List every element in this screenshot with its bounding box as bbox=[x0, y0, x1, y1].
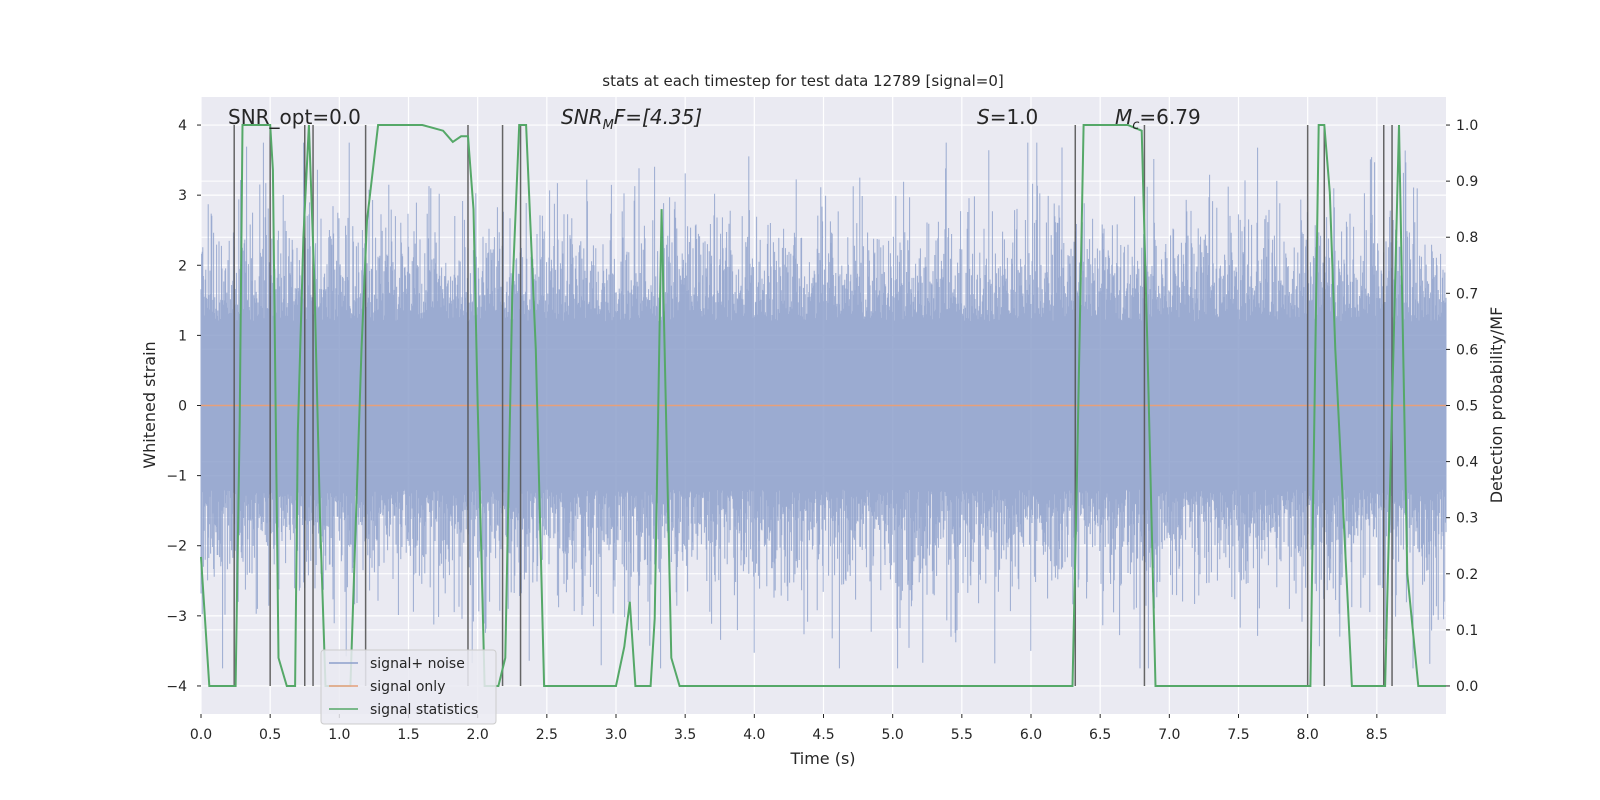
y-left-tick-label: −4 bbox=[166, 679, 187, 695]
snr-opt-annotation: SNR_opt=0.0 bbox=[228, 105, 361, 129]
vertical-markers bbox=[233, 125, 1393, 686]
x-tick-label: 7.0 bbox=[1158, 727, 1180, 743]
x-tick-label: 7.5 bbox=[1227, 727, 1249, 743]
x-tick-label: 1.5 bbox=[397, 727, 419, 743]
x-tick-label: 5.5 bbox=[951, 727, 973, 743]
s-annotation: S=1.0 bbox=[977, 105, 1038, 129]
x-axis-label: Time (s) bbox=[789, 749, 855, 768]
legend-label-signal-noise: signal+ noise bbox=[370, 656, 465, 672]
x-tick-label: 2.5 bbox=[536, 727, 558, 743]
y-right-tick-label: 1.0 bbox=[1456, 118, 1478, 134]
y-right-tick-label: 0.5 bbox=[1456, 399, 1478, 415]
y-left-tick-label: 4 bbox=[178, 118, 187, 134]
left-y-axis-ticks: −4 −3 −2 −1 0 1 2 3 4 bbox=[166, 118, 201, 695]
x-tick-label: 2.0 bbox=[467, 727, 489, 743]
x-tick-label: 8.5 bbox=[1366, 727, 1388, 743]
plot-area bbox=[200, 97, 1447, 714]
y-left-tick-label: 0 bbox=[178, 399, 187, 415]
y-left-tick-label: −2 bbox=[166, 539, 187, 555]
x-tick-label: 4.0 bbox=[743, 727, 765, 743]
x-axis-ticks: 0.0 0.5 1.0 1.5 2.0 2.5 3.0 3.5 4.0 4.5 5.0 5.5 6.0 6… bbox=[190, 714, 1388, 743]
x-tick-label: 0.0 bbox=[190, 727, 212, 743]
right-y-axis-label: Detection probability/MF bbox=[1487, 307, 1506, 504]
legend-label-signal-only: signal only bbox=[370, 679, 445, 695]
snr-mf-annotation: SNRMF=[4.35] bbox=[561, 105, 702, 133]
y-right-tick-label: 0.2 bbox=[1456, 567, 1478, 583]
y-right-tick-label: 0.3 bbox=[1456, 511, 1478, 527]
y-left-tick-label: −1 bbox=[166, 469, 187, 485]
legend-label-signal-statistics: signal statistics bbox=[370, 702, 478, 718]
x-tick-label: 3.0 bbox=[605, 727, 627, 743]
y-right-tick-label: 0.7 bbox=[1456, 286, 1478, 302]
mc-annotation: Mc=6.79 bbox=[1115, 105, 1201, 133]
y-right-tick-label: 0.4 bbox=[1456, 455, 1478, 471]
right-y-axis-ticks: 0.0 0.1 0.2 0.3 0.4 0.5 0.6 0.7 0.8 0.9 1.0 bbox=[1446, 118, 1478, 695]
y-right-tick-label: 0.8 bbox=[1456, 230, 1478, 246]
y-right-tick-label: 0.9 bbox=[1456, 174, 1478, 190]
x-tick-label: 0.5 bbox=[259, 727, 281, 743]
y-right-tick-label: 0.6 bbox=[1456, 342, 1478, 358]
y-right-tick-label: 0.1 bbox=[1456, 623, 1478, 639]
x-tick-label: 6.5 bbox=[1089, 727, 1111, 743]
x-tick-label: 1.0 bbox=[328, 727, 350, 743]
y-left-tick-label: 1 bbox=[178, 328, 187, 344]
x-tick-label: 3.5 bbox=[674, 727, 696, 743]
chart-title: stats at each timestep for test data 127… bbox=[602, 72, 1003, 90]
y-left-tick-label: −3 bbox=[166, 609, 187, 625]
y-right-tick-label: 0.0 bbox=[1456, 679, 1478, 695]
x-tick-label: 5.0 bbox=[882, 727, 904, 743]
y-left-tick-label: 2 bbox=[178, 258, 187, 274]
legend: signal+ noise signal only signal statist… bbox=[320, 649, 497, 725]
signal-statistics-series bbox=[200, 124, 1446, 687]
left-y-axis-label: Whitened strain bbox=[140, 341, 159, 468]
x-tick-label: 4.5 bbox=[812, 727, 834, 743]
x-tick-label: 6.0 bbox=[1020, 727, 1042, 743]
y-left-tick-label: 3 bbox=[178, 188, 187, 204]
x-tick-label: 8.0 bbox=[1297, 727, 1319, 743]
